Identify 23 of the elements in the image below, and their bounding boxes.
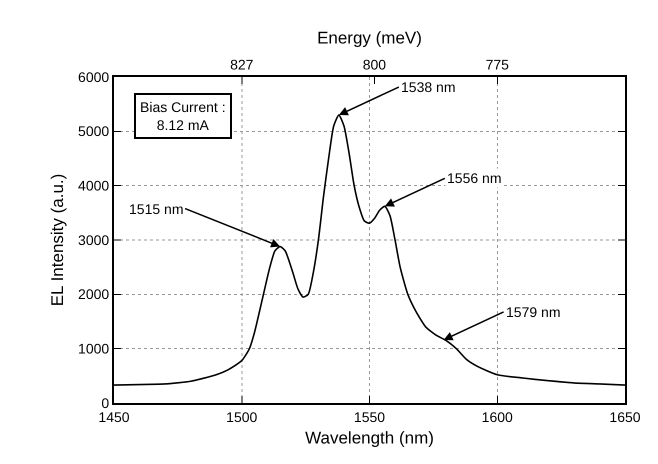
y-tick-label: 2000 <box>78 286 110 302</box>
x-axis-title: Wavelength (nm) <box>305 428 434 448</box>
x2-tick-label: 827 <box>230 56 254 72</box>
x-tick-label: 1550 <box>354 408 386 425</box>
x2-tick-label: 775 <box>486 56 510 72</box>
y-tick-label: 3000 <box>78 232 110 248</box>
x-tick-label: 1650 <box>609 408 641 425</box>
x-tick-label: 1450 <box>98 408 130 425</box>
y-tick-label: 1000 <box>78 340 110 357</box>
x-tick-label: 1600 <box>482 408 514 425</box>
x-tick-label: 1500 <box>226 408 258 425</box>
x2-tick-label: 800 <box>362 56 386 72</box>
y-tick-label: 0 <box>101 394 110 411</box>
annotation: Bias Current : 8.12 mA <box>140 99 226 134</box>
annotation: 1538 nm <box>401 79 456 95</box>
y-tick-label: 5000 <box>78 123 110 140</box>
annotation: 1515 nm <box>129 201 184 217</box>
y-tick-label: 4000 <box>78 178 110 194</box>
y-tick-label: 6000 <box>78 68 110 85</box>
annotation: 1556 nm <box>447 170 502 186</box>
y-axis-title: EL Intensity (a.u.) <box>48 174 68 306</box>
annotation: 1579 nm <box>506 304 560 320</box>
x2-axis-title: Energy (meV) <box>317 28 422 48</box>
